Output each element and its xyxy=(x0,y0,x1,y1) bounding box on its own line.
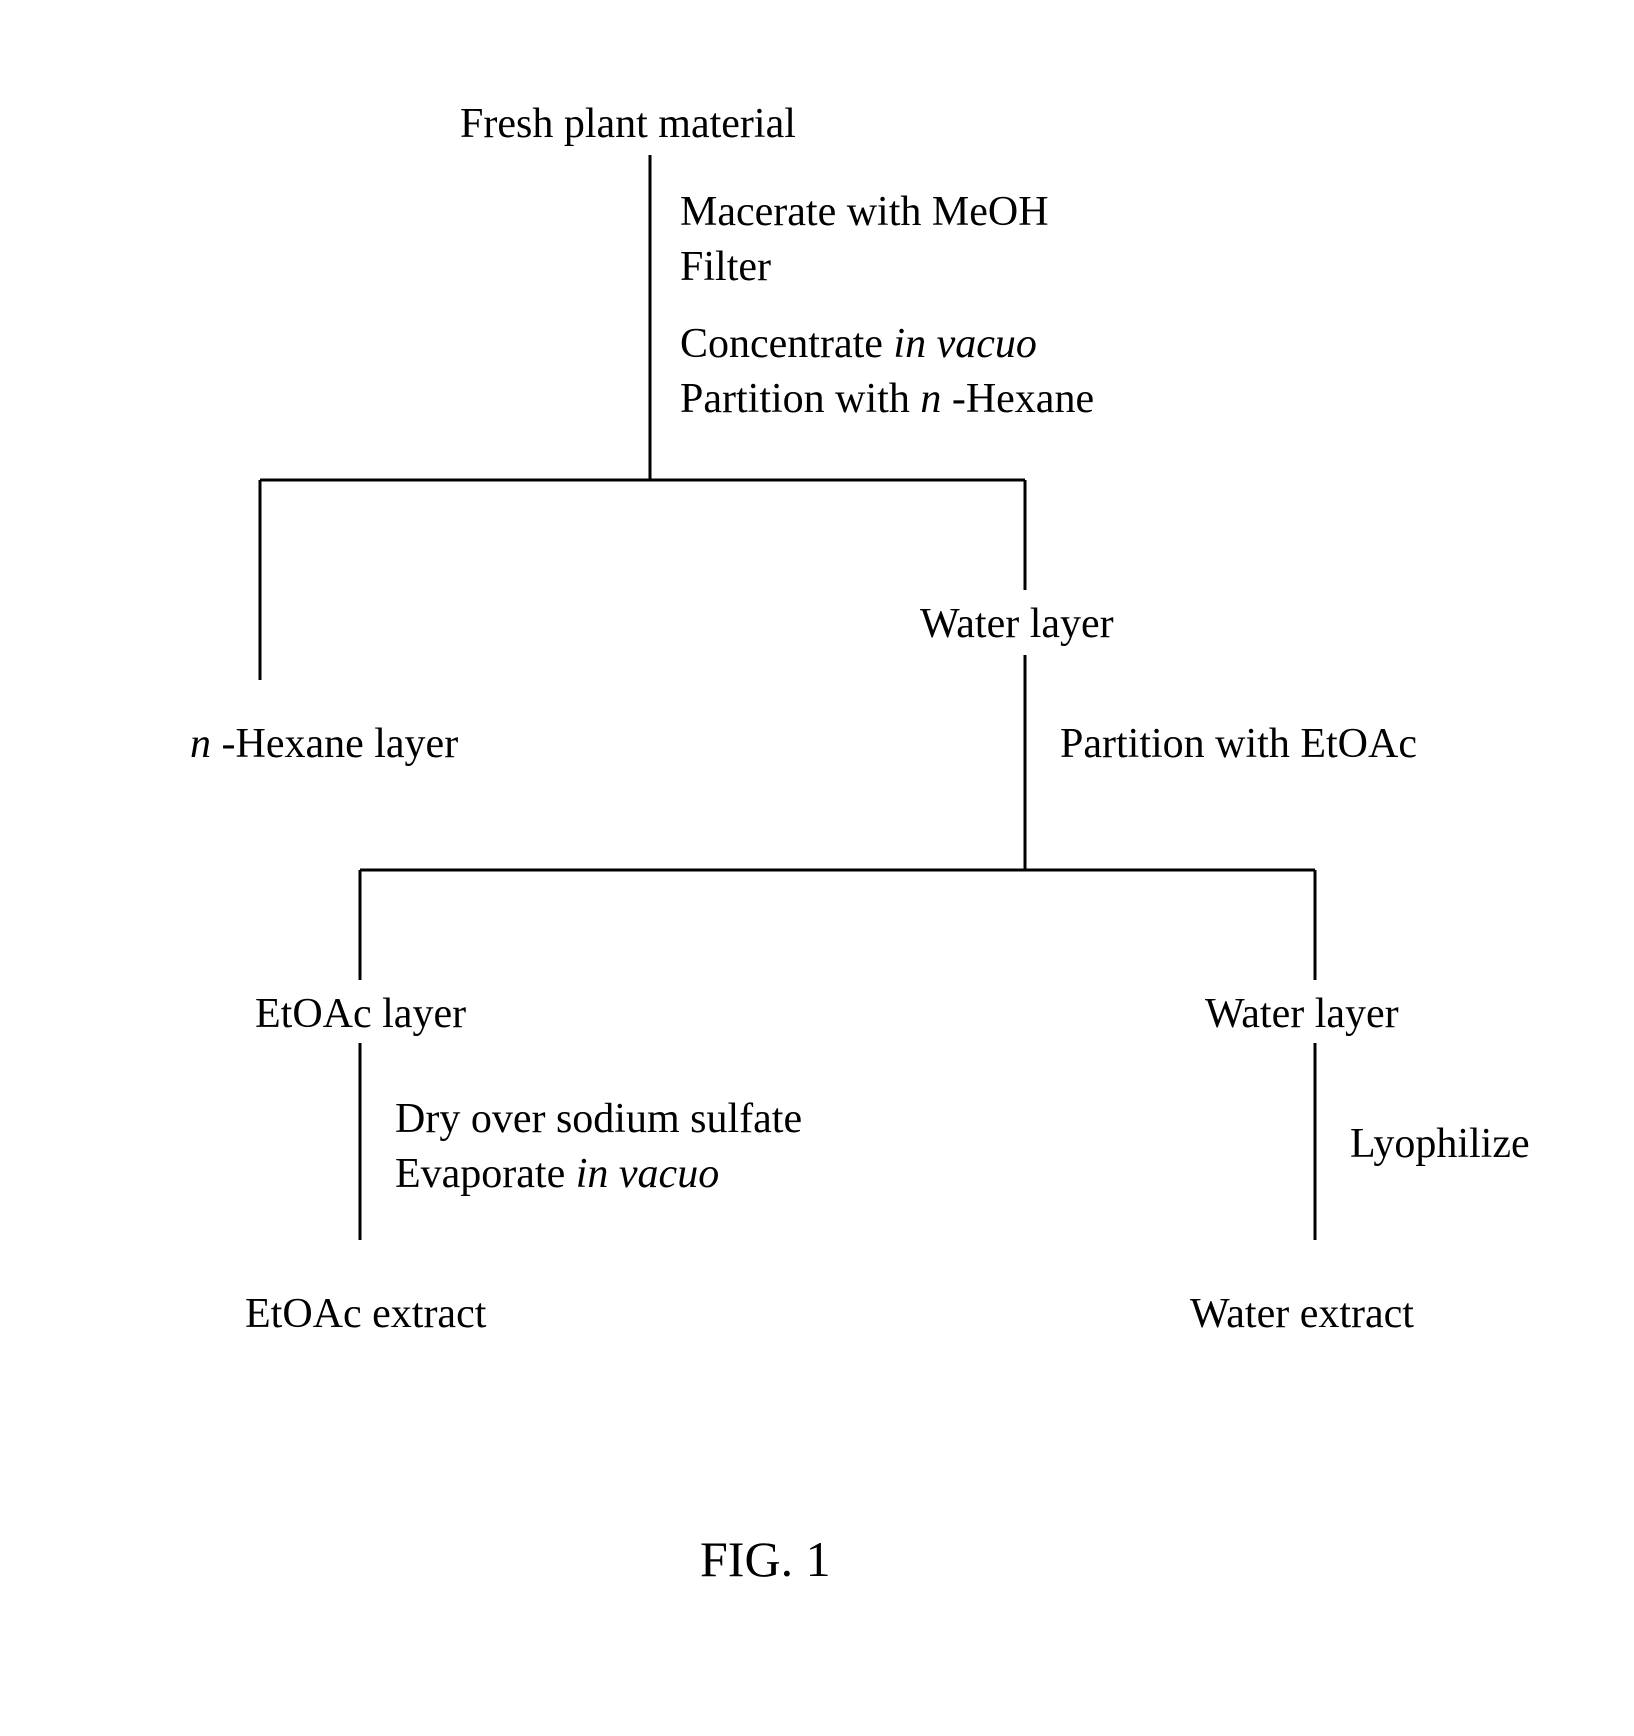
hexane-layer-text: -Hexane layer xyxy=(222,721,459,767)
water-layer-2-node: Water layer xyxy=(1205,990,1399,1038)
etoac-layer-node: EtOAc layer xyxy=(255,990,466,1038)
step1-line3b: in vacuo xyxy=(893,321,1036,367)
etoac-extract-node: EtOAc extract xyxy=(245,1290,486,1338)
water-layer-1-node: Water layer xyxy=(920,600,1114,648)
step1-line4a: Partition with xyxy=(680,376,920,422)
step1-line2: Filter xyxy=(680,243,771,291)
water-extract-node: Water extract xyxy=(1190,1290,1414,1338)
figure-caption: FIG. 1 xyxy=(700,1530,831,1588)
step1-line4: Partition with n -Hexane xyxy=(680,375,1094,423)
step3-line2b: in vacuo xyxy=(576,1151,719,1197)
hexane-layer-node: n -Hexane layer xyxy=(190,720,458,768)
step3-line2a: Evaporate xyxy=(395,1151,576,1197)
step3-line2: Evaporate in vacuo xyxy=(395,1150,719,1198)
step1-line3a: Concentrate xyxy=(680,321,893,367)
step1-line4b: n xyxy=(920,376,952,422)
step4-line: Lyophilize xyxy=(1350,1120,1530,1168)
hexane-n-prefix: n xyxy=(190,721,222,767)
step2-line: Partition with EtOAc xyxy=(1060,720,1417,768)
flowchart-lines xyxy=(0,0,1634,1736)
step1-line3: Concentrate in vacuo xyxy=(680,320,1037,368)
root-node: Fresh plant material xyxy=(460,100,796,148)
step3-line1: Dry over sodium sulfate xyxy=(395,1095,802,1143)
step1-line4c: -Hexane xyxy=(952,376,1094,422)
step1-line1: Macerate with MeOH xyxy=(680,188,1049,236)
